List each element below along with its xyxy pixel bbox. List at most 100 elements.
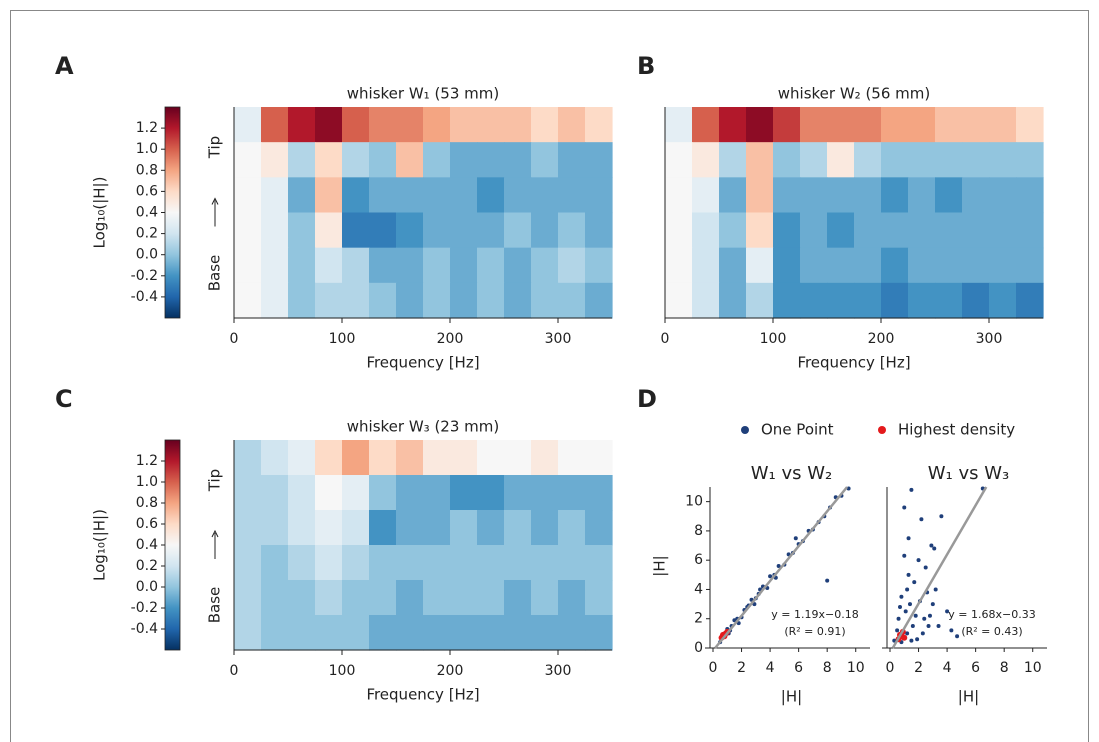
scatter-point [955, 634, 960, 639]
heatmap-cell [261, 615, 289, 651]
heatmap-cell [1016, 107, 1044, 143]
heatmap-cell [288, 545, 316, 581]
scatter-point [939, 514, 944, 519]
heatmap-cell [881, 107, 909, 143]
heatmap-cell [369, 615, 397, 651]
heatmap-cell [315, 440, 343, 476]
heatmap-cell [773, 107, 801, 143]
scatter-point [897, 605, 902, 610]
colorbar-tick-label: -0.4 [131, 621, 158, 637]
scatter-point [936, 624, 941, 629]
heatmap-cell [315, 615, 343, 651]
heatmap-cell [477, 107, 505, 143]
heatmap-cell [504, 177, 532, 214]
heatmap-cell [1016, 247, 1044, 284]
x-tick-label: 10 [847, 660, 865, 676]
x-tick-label: 100 [329, 663, 356, 679]
scatter-point [922, 616, 927, 621]
heatmap-cell [558, 247, 586, 284]
heatmap-cell [504, 510, 532, 546]
scatter-point [932, 546, 937, 551]
scatter-point [906, 536, 911, 541]
heatmap-cell [288, 282, 316, 319]
heatmap-cell [288, 177, 316, 214]
heatmap-cell [827, 212, 855, 249]
heatmap-cell [585, 580, 613, 616]
y-axis-label: |H| [651, 555, 669, 576]
heatmap-cell [585, 545, 613, 581]
heatmap-cell [719, 247, 747, 284]
legend-label: Highest density [898, 421, 1015, 439]
heatmap-cell [504, 440, 532, 476]
heatmap-cell [423, 615, 451, 651]
x-tick-label: 0 [661, 331, 670, 347]
heatmap-cell [342, 440, 370, 476]
scatter-point [902, 505, 907, 510]
heatmap-cell [396, 475, 424, 511]
heatmap-cell [342, 545, 370, 581]
heatmap-cell [935, 247, 963, 284]
colorbar-tick-label: 1.2 [136, 453, 158, 469]
heatmap-cell [746, 282, 774, 319]
heatmap-cell [396, 440, 424, 476]
heatmap-cell [989, 177, 1017, 214]
heatmap-cell [531, 177, 559, 214]
scatter-point [913, 613, 918, 618]
x-axis-label: |H| [958, 688, 979, 706]
heatmap-cell [342, 107, 370, 143]
scatter-point [903, 609, 908, 614]
x-axis-label: Frequency [Hz] [797, 354, 910, 372]
heatmap-cell [692, 212, 720, 249]
heatmap-cell [531, 510, 559, 546]
heatmap-cell [369, 475, 397, 511]
scatter-title: W₁ vs W₃ [928, 463, 1010, 484]
scatter-point [929, 543, 934, 548]
scatter-point [923, 565, 928, 570]
heatmap-cell [450, 580, 478, 616]
heatmap-cell [558, 282, 586, 319]
y-tick-label: 4 [694, 581, 703, 597]
y-tick-label: 2 [694, 611, 703, 627]
heatmap-cell [450, 545, 478, 581]
heatmap-cell [315, 247, 343, 284]
heatmap-cell [746, 107, 774, 143]
heatmap-cell [854, 107, 882, 143]
heatmap-cell [477, 440, 505, 476]
heatmap-cell [450, 282, 478, 319]
heatmap-cell [585, 247, 613, 284]
heatmap-cell [908, 142, 936, 178]
x-tick-label: 6 [794, 660, 803, 676]
heatmap-cell [342, 282, 370, 319]
heatmap-cell [881, 282, 909, 319]
heatmap-cell [585, 212, 613, 249]
x-tick-label: 100 [329, 331, 356, 347]
scatter-point [905, 631, 910, 636]
heatmap-cell [315, 212, 343, 249]
heatmap-cell [423, 282, 451, 319]
scatter-point [909, 638, 914, 643]
heatmap-cell [261, 580, 289, 616]
heatmap-cell [288, 247, 316, 284]
scatter-point [907, 602, 912, 607]
heatmap-cell [935, 107, 963, 143]
heatmap-cell [504, 475, 532, 511]
heatmap-cell [423, 580, 451, 616]
heatmap-cell [1016, 177, 1044, 214]
heatmap-cell [989, 212, 1017, 249]
heatmap-cell [477, 177, 505, 214]
heatmap-cell [315, 177, 343, 214]
heatmap-cell [396, 177, 424, 214]
heatmap-cell [315, 142, 343, 178]
heatmap-cell [692, 142, 720, 178]
heatmap-cell [423, 107, 451, 143]
heatmap-cell [234, 475, 262, 511]
heatmap-cell [558, 510, 586, 546]
heatmap-cell [234, 247, 262, 284]
x-tick-label: 2 [914, 660, 923, 676]
heatmap-cell [881, 212, 909, 249]
colorbar-tick-label: 0.6 [136, 183, 158, 199]
position-arrowhead [211, 529, 219, 538]
heatmap-cell [989, 247, 1017, 284]
heatmap-cell [854, 142, 882, 178]
colorbar-tick-label: 0.0 [136, 579, 158, 595]
